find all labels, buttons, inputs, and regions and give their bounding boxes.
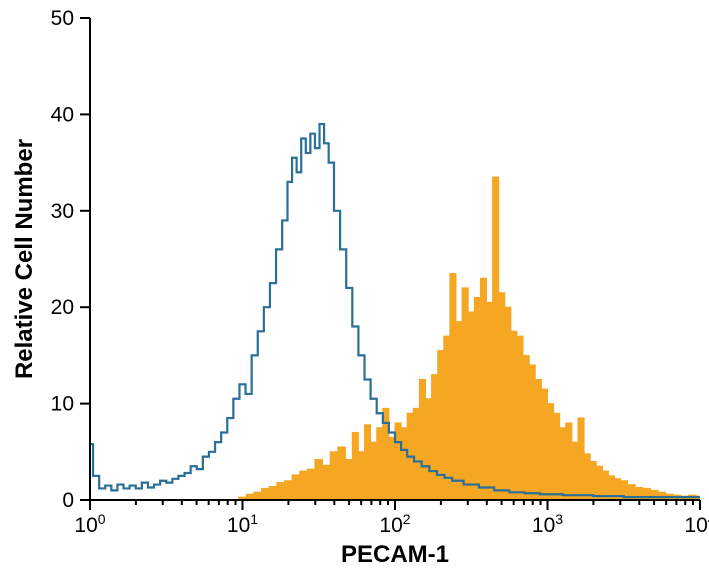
y-tick-label: 50 [51, 7, 74, 30]
flow-cytometry-histogram: 100 101 102 103 104 0 10 20 30 40 50 PECAM-1 Relativ… [0, 0, 709, 585]
series-filled [231, 177, 704, 500]
x-tick-label: 101 [227, 511, 258, 537]
x-tick-label: 103 [532, 511, 563, 537]
x-tick-label: 102 [379, 511, 410, 537]
y-tick-label: 20 [51, 296, 74, 319]
chart-svg: 100 101 102 103 104 0 10 20 30 40 50 PECAM-1 Relativ… [0, 0, 709, 585]
y-tick-label: 30 [51, 200, 74, 223]
x-axis-title: PECAM-1 [341, 541, 449, 568]
x-tick-label: 104 [684, 511, 709, 537]
x-tick-label: 100 [74, 511, 105, 537]
y-tick-label: 10 [51, 393, 74, 416]
y-tick-label: 40 [51, 103, 74, 126]
y-tick-label: 0 [62, 489, 74, 512]
y-axis-title: Relative Cell Number [11, 139, 38, 379]
